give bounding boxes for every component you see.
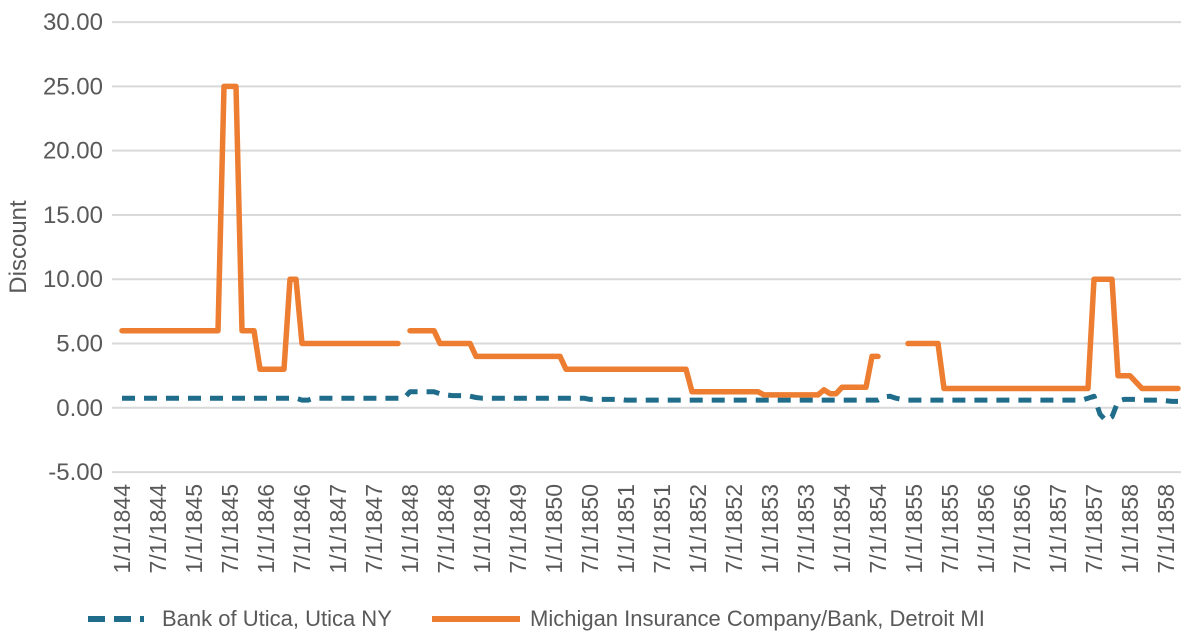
x-tick-label: 1/1/1845: [181, 484, 207, 574]
x-tick-label: 1/1/1848: [397, 484, 423, 574]
x-tick-label: 7/1/1844: [145, 484, 171, 574]
y-tick-label: 5.00: [56, 331, 103, 358]
x-tick-label: 1/1/1846: [253, 484, 279, 574]
x-tick-label: 7/1/1848: [433, 484, 459, 574]
x-tick-label: 1/1/1854: [829, 484, 855, 574]
y-tick-label: 0.00: [56, 395, 103, 422]
legend-label-bank-of-utica: Bank of Utica, Utica NY: [162, 606, 392, 631]
y-tick-label: 25.00: [43, 73, 103, 100]
x-tick-label: 1/1/1855: [901, 484, 927, 574]
series-line-michigan: [119, 83, 1181, 398]
x-tick-label: 7/1/1845: [217, 484, 243, 574]
y-tick-label: 20.00: [43, 138, 103, 165]
x-tick-label: 1/1/1850: [541, 484, 567, 574]
x-tick-label: 7/1/1852: [721, 484, 747, 574]
x-tick-label: 1/1/1857: [1045, 484, 1071, 574]
x-tick-label: 1/1/1851: [613, 484, 639, 574]
x-tick-label: 7/1/1858: [1153, 484, 1179, 574]
series-line-utica: [122, 389, 1178, 424]
x-tick-label: 7/1/1854: [865, 484, 891, 574]
x-tick-label: 1/1/1856: [973, 484, 999, 574]
legend-item-bank-of-utica: Bank of Utica, Utica NY: [88, 596, 392, 642]
x-tick-label: 1/1/1844: [109, 484, 135, 574]
y-axis-title: Discount: [5, 200, 32, 294]
x-tick-label: 7/1/1849: [505, 484, 531, 574]
x-tick-label: 7/1/1857: [1081, 484, 1107, 574]
y-tick-label: 15.00: [43, 202, 103, 229]
x-tick-label: 7/1/1856: [1009, 484, 1035, 574]
dashed-line-sample-icon: [88, 616, 152, 622]
x-tick-label: 1/1/1858: [1117, 484, 1143, 574]
y-tick-label: -5.00: [48, 459, 103, 486]
x-tick-label: 7/1/1846: [289, 484, 315, 574]
y-tick-label: 30.00: [43, 9, 103, 36]
chart-plot-area: 30.00 25.00 20.00 15.00 10.00 5.00 0.00 -5.00 Di…: [5, 9, 1181, 574]
x-tick-label: 1/1/1849: [469, 484, 495, 574]
x-tick-label: 7/1/1850: [577, 484, 603, 574]
legend-item-michigan-insurance: Michigan Insurance Company/Bank, Detroit…: [432, 596, 985, 642]
chart-legend: Bank of Utica, Utica NY Michigan Insuran…: [0, 596, 1192, 642]
legend-label-michigan-insurance: Michigan Insurance Company/Bank, Detroit…: [530, 606, 985, 631]
x-tick-label: 7/1/1851: [649, 484, 675, 574]
y-tick-label: 10.00: [43, 266, 103, 293]
solid-line-sample-icon: [432, 616, 520, 622]
x-tick-label: 1/1/1853: [757, 484, 783, 574]
x-tick-label: 7/1/1847: [361, 484, 387, 574]
x-tick-label: 1/1/1852: [685, 484, 711, 574]
x-tick-label: 1/1/1847: [325, 484, 351, 574]
x-tick-label: 7/1/1855: [937, 484, 963, 574]
x-tick-label: 7/1/1853: [793, 484, 819, 574]
